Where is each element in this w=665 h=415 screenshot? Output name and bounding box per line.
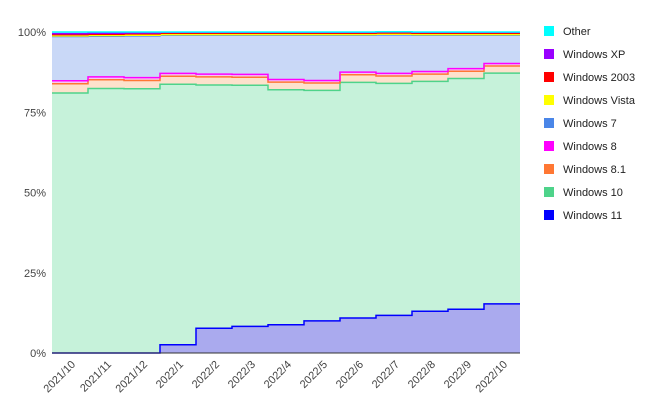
legend-swatch [544,210,554,220]
legend-item-windows-vista[interactable]: Windows Vista [544,95,636,107]
legend-swatch [544,141,554,151]
y-tick-label: 100% [18,27,46,39]
y-tick-label: 75% [24,107,46,119]
area-windows-8-1 [52,66,520,93]
legend-item-windows-8-1[interactable]: Windows 8.1 [544,164,626,176]
legend-swatch [544,26,554,36]
y-axis-ticks: 0% 25% 50% 75% 100% [18,27,46,360]
x-tick-label: 2021/10 [42,359,79,396]
area-windows-11 [52,303,520,353]
legend-item-windows-7[interactable]: Windows 7 [544,118,617,130]
x-tick-label: 2022/6 [334,359,366,391]
line-windows-11 [52,303,520,354]
legend-swatch [544,95,554,105]
area-windows-10 [52,73,520,353]
legend-label: Windows 11 [563,210,622,222]
legend-label: Windows 8.1 [563,164,626,176]
x-tick-label: 2022/2 [190,359,222,391]
legend-swatch [544,118,554,128]
legend-item-windows-2003[interactable]: Windows 2003 [544,72,635,84]
legend-label: Windows 2003 [563,72,635,84]
x-tick-label: 2021/12 [114,359,151,396]
legend-item-windows-8[interactable]: Windows 8 [544,141,617,153]
x-tick-label: 2022/10 [474,359,511,396]
line-windows-2003 [52,32,520,36]
x-tick-label: 2022/9 [442,359,474,391]
legend-item-other[interactable]: Other [544,26,591,38]
series-lines [52,30,520,354]
x-tick-label: 2022/5 [298,359,330,391]
x-tick-label: 2021/11 [78,359,114,395]
y-tick-label: 0% [30,348,46,360]
line-windows-8 [52,62,520,82]
legend-swatch [544,49,554,59]
legend-label: Windows Vista [563,95,636,107]
legend-swatch [544,164,554,174]
x-tick-label: 2022/1 [154,359,186,391]
line-windows-10 [52,72,520,94]
legend-swatch [544,187,554,197]
legend-item-windows-10[interactable]: Windows 10 [544,187,623,199]
x-tick-label: 2022/4 [262,359,294,391]
legend-label: Windows 8 [563,141,617,153]
legend-label: Other [563,26,591,38]
legend-item-windows-11[interactable]: Windows 11 [544,210,622,222]
legend-item-windows-xp[interactable]: Windows XP [544,49,625,61]
legend-label: Windows 10 [563,187,623,199]
legend-swatch [544,72,554,82]
x-tick-label: 2022/3 [226,359,258,391]
legend[interactable]: Other Windows XP Windows 2003 Windows Vista… [544,26,636,222]
y-tick-label: 25% [24,268,46,280]
x-axis-ticks: 2021/10 2021/11 2021/12 2022/1 2022/2 2022/3 2… [42,359,511,396]
area-windows-7 [52,34,520,81]
line-windows-vista [52,33,520,37]
legend-label: Windows 7 [563,118,617,130]
x-tick-label: 2022/7 [370,359,402,391]
line-windows-8-1 [52,65,520,85]
y-tick-label: 50% [24,188,46,200]
legend-label: Windows XP [563,49,625,61]
x-tick-label: 2022/8 [406,359,438,391]
